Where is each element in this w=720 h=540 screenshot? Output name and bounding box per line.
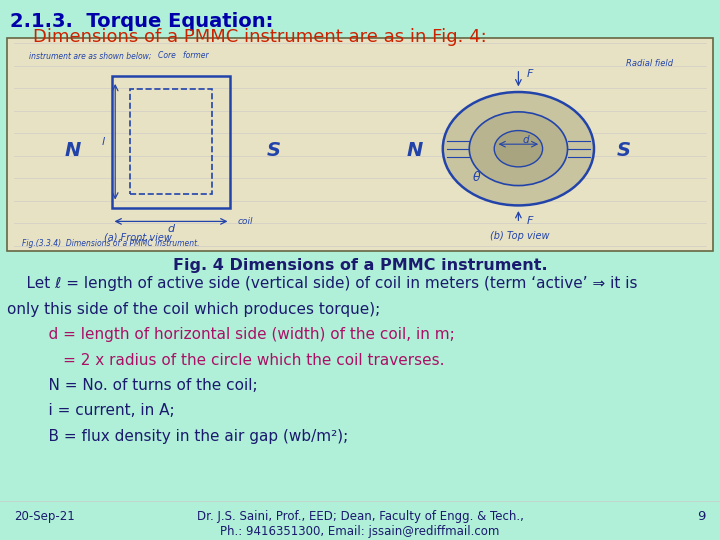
Text: only this side of the coil which produces torque);: only this side of the coil which produce… xyxy=(7,302,380,317)
Text: Fig.(3.3.4)  Dimensions of a PMMC instrument.: Fig.(3.3.4) Dimensions of a PMMC instrum… xyxy=(22,239,199,248)
Text: 9: 9 xyxy=(697,510,706,523)
Text: Fig. 4 Dimensions of a PMMC instrument.: Fig. 4 Dimensions of a PMMC instrument. xyxy=(173,258,547,273)
Circle shape xyxy=(469,112,567,186)
Text: N = No. of turns of the coil;: N = No. of turns of the coil; xyxy=(29,378,258,393)
Text: (b) Top view: (b) Top view xyxy=(490,231,549,241)
Text: d: d xyxy=(168,225,174,234)
Text: = 2 x radius of the circle which the coil traverses.: = 2 x radius of the circle which the coi… xyxy=(29,353,444,368)
Text: Core   former: Core former xyxy=(158,51,209,60)
Bar xyxy=(130,89,212,194)
Text: l: l xyxy=(102,137,104,147)
Text: N: N xyxy=(407,141,423,160)
Text: B = flux density in the air gap (wb/m²);: B = flux density in the air gap (wb/m²); xyxy=(29,429,348,444)
Text: Dr. J.S. Saini, Prof., EED; Dean, Faculty of Engg. & Tech.,
Ph.: 9416351300, Ema: Dr. J.S. Saini, Prof., EED; Dean, Facult… xyxy=(197,510,523,538)
Text: F: F xyxy=(527,215,534,226)
Text: i = current, in A;: i = current, in A; xyxy=(29,403,174,418)
Text: S: S xyxy=(266,141,280,160)
Text: coil: coil xyxy=(238,217,253,226)
Text: d = length of horizontal side (width) of the coil, in m;: d = length of horizontal side (width) of… xyxy=(29,327,454,342)
Text: 2.1.3.  Torque Equation:: 2.1.3. Torque Equation: xyxy=(10,12,274,31)
Text: Let ℓ = length of active side (vertical side) of coil in meters (term ‘active’ ⇒: Let ℓ = length of active side (vertical … xyxy=(7,276,638,292)
Bar xyxy=(112,76,230,208)
Circle shape xyxy=(443,92,594,205)
Text: N: N xyxy=(65,141,81,160)
Text: Radial field: Radial field xyxy=(626,59,673,69)
Text: 20-Sep-21: 20-Sep-21 xyxy=(14,510,75,523)
Text: θ: θ xyxy=(473,171,481,184)
Circle shape xyxy=(494,131,543,167)
Text: Dimensions of a PMMC instrument are as in Fig. 4:: Dimensions of a PMMC instrument are as i… xyxy=(10,28,487,46)
Text: instrument are as shown below;: instrument are as shown below; xyxy=(29,51,151,60)
Text: (a) Front view: (a) Front view xyxy=(104,233,172,243)
Text: F: F xyxy=(527,69,534,79)
FancyBboxPatch shape xyxy=(7,38,713,251)
Text: d: d xyxy=(522,135,529,145)
Text: S: S xyxy=(617,141,631,160)
